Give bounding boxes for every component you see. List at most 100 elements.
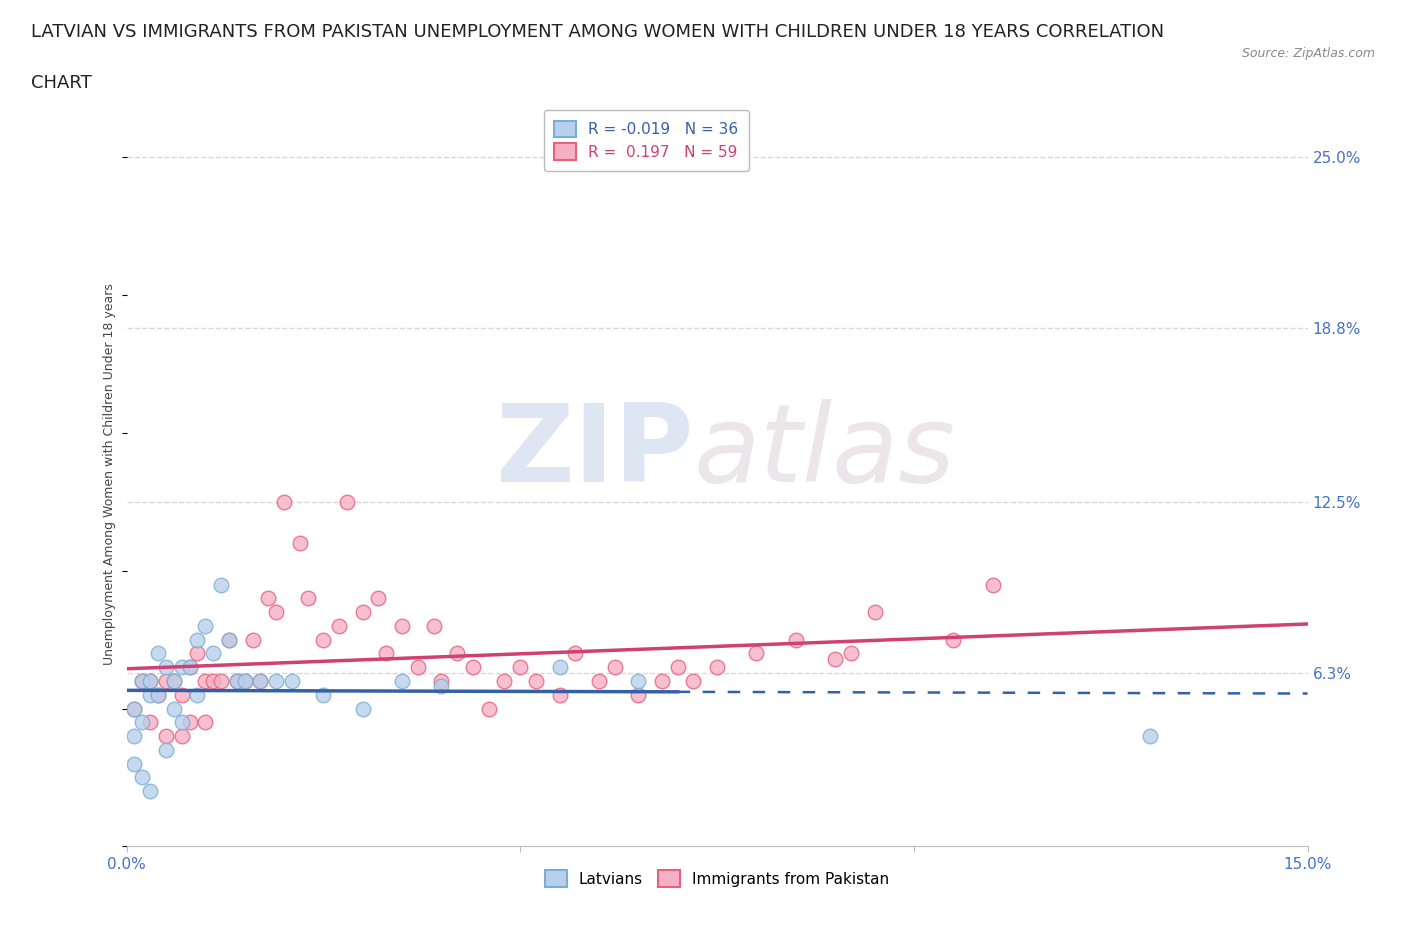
Point [666, 659, 689, 674]
Point [494, 673, 516, 688]
Text: atlas: atlas [693, 400, 955, 504]
Text: ZIP: ZIP [495, 399, 693, 505]
Legend: Latvians, Immigrants from Pakistan: Latvians, Immigrants from Pakistan [537, 862, 897, 895]
Point [524, 673, 547, 688]
Point [124, 756, 146, 771]
Point [225, 673, 247, 688]
Point [288, 536, 311, 551]
Point [249, 673, 271, 688]
Point [446, 646, 468, 661]
Point [391, 673, 413, 688]
Point [139, 784, 162, 799]
Point [155, 659, 177, 674]
Point [139, 673, 162, 688]
Point [194, 618, 217, 633]
Point [942, 632, 965, 647]
Point [131, 673, 153, 688]
Point [233, 673, 256, 688]
Point [194, 673, 217, 688]
Point [155, 728, 177, 743]
Point [548, 687, 571, 702]
Point [422, 618, 444, 633]
Point [225, 673, 247, 688]
Point [257, 591, 280, 605]
Point [461, 659, 484, 674]
Point [312, 632, 335, 647]
Point [430, 673, 453, 688]
Point [406, 659, 429, 674]
Point [627, 673, 650, 688]
Point [209, 673, 232, 688]
Point [863, 604, 886, 619]
Point [745, 646, 768, 661]
Point [131, 770, 153, 785]
Point [155, 742, 177, 757]
Point [194, 715, 217, 730]
Point [186, 632, 208, 647]
Y-axis label: Unemployment Among Women with Children Under 18 years: Unemployment Among Women with Children U… [103, 284, 117, 665]
Point [146, 687, 169, 702]
Point [682, 673, 704, 688]
Point [124, 701, 146, 716]
Point [170, 715, 193, 730]
Point [264, 604, 287, 619]
Point [352, 604, 374, 619]
Point [785, 632, 807, 647]
Point [124, 701, 146, 716]
Point [375, 646, 398, 661]
Point [146, 687, 169, 702]
Point [264, 673, 287, 688]
Text: LATVIAN VS IMMIGRANTS FROM PAKISTAN UNEMPLOYMENT AMONG WOMEN WITH CHILDREN UNDER: LATVIAN VS IMMIGRANTS FROM PAKISTAN UNEM… [31, 23, 1164, 41]
Point [651, 673, 673, 688]
Point [603, 659, 626, 674]
Point [179, 659, 201, 674]
Point [163, 673, 186, 688]
Text: Source: ZipAtlas.com: Source: ZipAtlas.com [1241, 46, 1375, 60]
Point [273, 495, 295, 510]
Point [170, 728, 193, 743]
Point [124, 728, 146, 743]
Point [249, 673, 271, 688]
Point [281, 673, 304, 688]
Point [391, 618, 413, 633]
Point [209, 578, 232, 592]
Point [981, 578, 1004, 592]
Point [139, 673, 162, 688]
Point [179, 659, 201, 674]
Point [336, 495, 359, 510]
Point [146, 646, 169, 661]
Point [242, 632, 264, 647]
Point [627, 687, 650, 702]
Point [312, 687, 335, 702]
Point [297, 591, 319, 605]
Point [509, 659, 531, 674]
Point [218, 632, 240, 647]
Point [218, 632, 240, 647]
Point [139, 687, 162, 702]
Point [548, 659, 571, 674]
Point [202, 646, 225, 661]
Point [367, 591, 389, 605]
Point [839, 646, 862, 661]
Point [430, 679, 453, 694]
Point [1139, 728, 1161, 743]
Point [706, 659, 728, 674]
Point [170, 659, 193, 674]
Point [170, 687, 193, 702]
Point [179, 715, 201, 730]
Point [824, 652, 846, 667]
Point [131, 715, 153, 730]
Point [328, 618, 350, 633]
Point [233, 673, 256, 688]
Point [163, 701, 186, 716]
Point [155, 673, 177, 688]
Point [186, 646, 208, 661]
Text: CHART: CHART [31, 74, 91, 92]
Point [186, 687, 208, 702]
Point [352, 701, 374, 716]
Point [478, 701, 501, 716]
Point [163, 673, 186, 688]
Point [202, 673, 225, 688]
Point [139, 715, 162, 730]
Point [131, 673, 153, 688]
